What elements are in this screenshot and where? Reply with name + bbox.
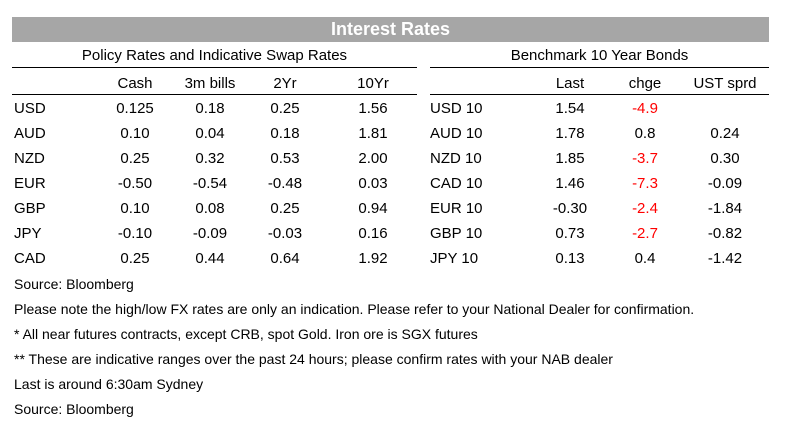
- policy-currency: CAD: [14, 250, 46, 267]
- policy-value: 1.81: [358, 125, 388, 142]
- policy-currency: USD: [14, 100, 46, 117]
- policy-value: 0.53: [270, 150, 300, 167]
- bond-name: AUD 10: [430, 125, 483, 142]
- bond-sprd: 0.24: [710, 125, 740, 142]
- policy-value: 0.25: [270, 200, 300, 217]
- policy-currency: EUR: [14, 175, 46, 192]
- policy-value: -0.50: [117, 175, 153, 192]
- col-3m-bills: 3m bills: [184, 75, 236, 92]
- bond-chge: -2.4: [632, 200, 658, 217]
- bond-name: NZD 10: [430, 150, 482, 167]
- policy-value: 0.94: [358, 200, 388, 217]
- bond-last: 1.46: [555, 175, 585, 192]
- footnote: Please note the high/low FX rates are on…: [14, 301, 695, 317]
- bond-sprd: -0.09: [707, 175, 743, 192]
- policy-currency: AUD: [14, 125, 46, 142]
- policy-value: 0.08: [195, 200, 225, 217]
- col-ust-sprd: UST sprd: [693, 75, 757, 92]
- footnote: Source: Bloomberg: [14, 276, 134, 292]
- policy-currency: GBP: [14, 200, 46, 217]
- bond-chge: 0.4: [634, 250, 656, 267]
- policy-title-rule: [12, 67, 417, 68]
- policy-value: -0.48: [267, 175, 303, 192]
- policy-value: 0.16: [358, 225, 388, 242]
- policy-value: 0.125: [116, 100, 154, 117]
- col-2yr: 2Yr: [273, 75, 297, 92]
- table-row: JPY -0.10 -0.09 -0.03 0.16 GBP 10 0.73 -2.7 -0.8…: [0, 222, 805, 246]
- policy-value: 2.00: [358, 150, 388, 167]
- footnote: ** These are indicative ranges over the …: [14, 351, 613, 367]
- bond-chge: 0.8: [634, 125, 656, 142]
- bond-sprd: -1.84: [707, 200, 743, 217]
- bond-sprd: -1.42: [707, 250, 743, 267]
- bond-chge: -2.7: [632, 225, 658, 242]
- bond-chge: -7.3: [632, 175, 658, 192]
- table-row: CAD 0.25 0.44 0.64 1.92 JPY 10 0.13 0.4 -1.42: [0, 247, 805, 271]
- policy-value: 0.10: [120, 125, 150, 142]
- bond-name: GBP 10: [430, 225, 483, 242]
- page-title: Interest Rates: [12, 17, 769, 42]
- footnote: Source: Bloomberg: [14, 401, 134, 417]
- bond-name: JPY 10: [430, 250, 479, 267]
- policy-value: 0.10: [120, 200, 150, 217]
- table-row: NZD 0.25 0.32 0.53 2.00 NZD 10 1.85 -3.7 0.30: [0, 147, 805, 171]
- bond-name: USD 10: [430, 100, 483, 117]
- policy-value: 0.18: [195, 100, 225, 117]
- table-row: AUD 0.10 0.04 0.18 1.81 AUD 10 1.78 0.8 0.24: [0, 122, 805, 146]
- bond-chge: -3.7: [632, 150, 658, 167]
- table-row: USD 0.125 0.18 0.25 1.56 USD 10 1.54 -4.9: [0, 97, 805, 121]
- bond-name: EUR 10: [430, 200, 483, 217]
- bond-name: CAD 10: [430, 175, 483, 192]
- bonds-header-rule: [430, 94, 769, 95]
- col-chge: chge: [628, 75, 662, 92]
- bond-last: 1.54: [555, 100, 585, 117]
- policy-value: 1.92: [358, 250, 388, 267]
- bond-last: 1.85: [555, 150, 585, 167]
- bond-sprd: 0.30: [710, 150, 740, 167]
- policy-value: 0.18: [270, 125, 300, 142]
- policy-value: 0.25: [120, 150, 150, 167]
- bond-last: 1.78: [555, 125, 585, 142]
- policy-value: -0.54: [192, 175, 228, 192]
- policy-currency: NZD: [14, 150, 45, 167]
- table-row: GBP 0.10 0.08 0.25 0.94 EUR 10 -0.30 -2.4 -1.84: [0, 197, 805, 221]
- policy-value: 0.03: [358, 175, 388, 192]
- col-last: Last: [555, 75, 585, 92]
- policy-value: 0.04: [195, 125, 225, 142]
- bond-last: -0.30: [552, 200, 588, 217]
- bond-sprd: -0.82: [707, 225, 743, 242]
- policy-rates-title: Policy Rates and Indicative Swap Rates: [81, 47, 348, 64]
- footnote: Last is around 6:30am Sydney: [14, 376, 204, 392]
- policy-value: 1.56: [358, 100, 388, 117]
- bonds-title: Benchmark 10 Year Bonds: [510, 47, 689, 64]
- policy-value: -0.10: [117, 225, 153, 242]
- bond-chge: -4.9: [632, 100, 658, 117]
- policy-value: 0.25: [120, 250, 150, 267]
- policy-value: 0.44: [195, 250, 225, 267]
- policy-value: 0.64: [270, 250, 300, 267]
- footnote: * All near futures contracts, except CRB…: [14, 326, 478, 342]
- policy-currency: JPY: [14, 225, 42, 242]
- col-10yr: 10Yr: [357, 75, 389, 92]
- policy-value: -0.09: [192, 225, 228, 242]
- bond-last: 0.73: [555, 225, 585, 242]
- bond-last: 0.13: [555, 250, 585, 267]
- policy-header-rule: [12, 94, 417, 95]
- table-row: EUR -0.50 -0.54 -0.48 0.03 CAD 10 1.46 -7.3 -0.0…: [0, 172, 805, 196]
- col-cash: Cash: [117, 75, 153, 92]
- policy-value: 0.25: [270, 100, 300, 117]
- bonds-title-rule: [430, 67, 769, 68]
- policy-value: 0.32: [195, 150, 225, 167]
- policy-value: -0.03: [267, 225, 303, 242]
